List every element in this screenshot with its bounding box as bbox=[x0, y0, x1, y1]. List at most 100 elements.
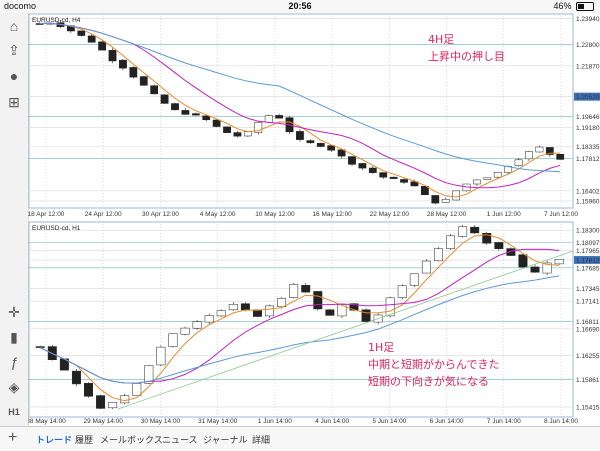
add-chart-icon[interactable]: ⊞ bbox=[8, 94, 20, 110]
y-tick-label: 1.15415 bbox=[576, 404, 600, 411]
candle-body bbox=[119, 59, 127, 69]
tab-news[interactable]: ニュース bbox=[162, 435, 198, 445]
candle bbox=[389, 176, 398, 179]
candle bbox=[385, 296, 395, 318]
charts-svg[interactable]: 18 Apr 12:00 24 Apr 12:00 30 Apr 12:00 4 Ma… bbox=[28, 13, 600, 426]
y-tick-label: 1.16811 bbox=[576, 319, 599, 326]
battery-indicator: 46% bbox=[553, 1, 594, 12]
y-tick-box bbox=[574, 61, 600, 70]
timeframe-button[interactable]: H1 bbox=[8, 407, 20, 417]
candle-body bbox=[506, 248, 516, 256]
candle-icon[interactable]: ▮ bbox=[10, 329, 18, 345]
candle-body bbox=[108, 402, 118, 409]
tab-history[interactable]: 履歴 bbox=[75, 435, 94, 445]
x-tick-label: 29 May 14:00 bbox=[84, 418, 124, 425]
candle bbox=[132, 383, 142, 396]
tab-trade[interactable]: トレード bbox=[36, 435, 73, 445]
y-tick-box bbox=[574, 324, 600, 333]
candle bbox=[421, 258, 431, 274]
candle-body bbox=[409, 273, 419, 286]
y-tick-box bbox=[574, 154, 600, 163]
candle-body bbox=[84, 383, 93, 397]
x-tick-label: 30 Apr 12:00 bbox=[142, 211, 179, 218]
candle-body bbox=[150, 85, 159, 95]
candle bbox=[514, 158, 523, 167]
candle-body bbox=[337, 149, 346, 157]
candle bbox=[301, 283, 311, 293]
objects-icon[interactable]: ◈ bbox=[8, 379, 20, 395]
x-tick-label: 4 May 12:00 bbox=[200, 211, 236, 218]
candle bbox=[223, 126, 231, 133]
candle bbox=[180, 326, 190, 336]
candle bbox=[482, 231, 492, 245]
candle-body bbox=[71, 370, 81, 385]
candle-body bbox=[181, 110, 190, 115]
candle bbox=[409, 273, 419, 288]
y-tick-box bbox=[574, 263, 600, 272]
y-tick-box bbox=[574, 351, 600, 360]
candle-body bbox=[129, 67, 138, 78]
y-tick-box bbox=[574, 238, 600, 247]
candle bbox=[473, 179, 481, 186]
chart-frame bbox=[28, 221, 574, 418]
candle bbox=[296, 129, 304, 142]
clock: 20:56 bbox=[288, 1, 312, 11]
chat-icon[interactable]: ● bbox=[9, 68, 19, 84]
candle bbox=[434, 247, 443, 262]
x-tick-label: 6 Jun 14:00 bbox=[430, 418, 464, 425]
candle bbox=[156, 345, 166, 367]
candle bbox=[191, 112, 200, 116]
candle-body bbox=[191, 113, 200, 116]
candle-body bbox=[192, 321, 202, 329]
tab-details[interactable]: 詳細 bbox=[252, 435, 271, 445]
candle bbox=[120, 393, 130, 405]
candle-body bbox=[554, 259, 564, 265]
candle-body bbox=[277, 298, 287, 308]
x-tick-label: 4 Jun 14:00 bbox=[315, 418, 349, 425]
y-tick-box bbox=[574, 317, 600, 326]
candle bbox=[545, 147, 554, 157]
tab-journal[interactable]: ジャーナル bbox=[203, 435, 248, 445]
x-tick-label: 24 Apr 12:00 bbox=[85, 211, 122, 218]
candle bbox=[289, 282, 299, 299]
candle bbox=[216, 309, 226, 317]
x-tick-label: 1 Jun 14:00 bbox=[258, 418, 292, 425]
share-icon[interactable]: ⇪ bbox=[8, 42, 20, 58]
candle bbox=[252, 309, 262, 318]
y-tick-box bbox=[574, 297, 600, 306]
y-tick-label: 1.15861 bbox=[576, 377, 600, 384]
handwritten-note: 短期の下向きが気になる bbox=[368, 374, 489, 388]
candle bbox=[212, 119, 221, 128]
back-icon[interactable]: ⌂ bbox=[9, 18, 19, 34]
candle-body bbox=[306, 140, 315, 144]
candle bbox=[337, 149, 346, 159]
function-icon[interactable]: ƒ bbox=[10, 354, 18, 370]
candle-body bbox=[223, 126, 231, 133]
candle bbox=[458, 225, 468, 238]
x-tick-label: 28 May 14:00 bbox=[28, 418, 66, 425]
candle bbox=[556, 154, 565, 160]
candle-body bbox=[327, 145, 336, 151]
candle bbox=[358, 163, 367, 171]
candle bbox=[254, 121, 263, 135]
candle-body bbox=[545, 147, 554, 155]
tab-mailbox[interactable]: メールボックス bbox=[100, 435, 163, 445]
candle-body bbox=[530, 266, 540, 273]
ma-long-line bbox=[39, 22, 561, 173]
crosshair-icon[interactable]: ✛ bbox=[8, 304, 20, 320]
candle bbox=[265, 304, 274, 318]
add-icon[interactable]: + bbox=[8, 429, 18, 446]
y-tick-box bbox=[574, 246, 600, 255]
candle-body bbox=[397, 285, 407, 298]
x-tick-label: 5 Jun 14:00 bbox=[372, 418, 406, 425]
candle-body bbox=[368, 167, 377, 173]
y-tick-box bbox=[574, 196, 600, 205]
candle bbox=[150, 84, 159, 95]
y-tick-label: 1.17345 bbox=[576, 286, 600, 293]
handwritten-note: 1H足 bbox=[368, 341, 394, 354]
candle-body bbox=[296, 131, 304, 140]
chart-area[interactable]: 18 Apr 12:00 24 Apr 12:00 30 Apr 12:00 4 Ma… bbox=[28, 13, 600, 426]
y-tick-label: 1.16690 bbox=[576, 326, 600, 333]
y-tick-label: 1.21870 bbox=[576, 63, 600, 70]
x-tick-label: 30 May 14:00 bbox=[141, 418, 181, 425]
